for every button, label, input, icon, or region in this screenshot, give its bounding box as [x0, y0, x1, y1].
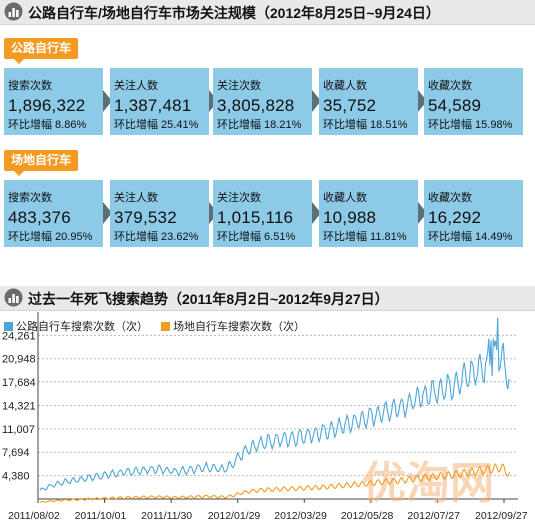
- watermark-text: 优淘网: [362, 459, 494, 508]
- y-tick-label: 11,007: [2, 424, 35, 436]
- section-title: 公路自行车/场地自行车市场关注规模（2012年8月25日~9月24日）: [28, 5, 440, 21]
- road-card-value: 3,805,828: [217, 96, 295, 115]
- x-tick-label: 2011/11/30: [141, 510, 192, 522]
- flow-arrow-icon: [103, 90, 112, 112]
- road-card-label: 关注次数: [217, 80, 261, 92]
- road-card: 关注人数 1,387,481 环比增幅 25.41%: [110, 68, 209, 135]
- track-card-value: 1,015,116: [217, 208, 294, 227]
- legend-item-road: 公路自行车搜索次数（次）: [4, 318, 148, 334]
- y-tick-label: 7,694: [2, 447, 30, 459]
- chart-title: 过去一年死飞搜索趋势（2011年8月2日~2012年9月27日）: [28, 291, 389, 307]
- flow-arrow-icon: [312, 90, 321, 112]
- track-card-label: 关注人数: [114, 192, 158, 204]
- road-card-change: 环比增幅 15.98%: [428, 119, 513, 131]
- road-card-label: 关注人数: [114, 80, 158, 92]
- road-card-change: 环比增幅 18.21%: [217, 119, 302, 131]
- road-card-label: 收藏人数: [323, 80, 367, 92]
- section-header-market: 公路自行车/场地自行车市场关注规模（2012年8月25日~9月24日）: [0, 0, 535, 25]
- legend-label-track: 场地自行车搜索次数（次）: [173, 321, 306, 333]
- track-card: 收藏人数 10,988 环比增幅 11.81%: [319, 180, 418, 247]
- track-card-value: 483,376: [8, 208, 71, 227]
- road-card: 关注次数 3,805,828 环比增幅 18.21%: [213, 68, 312, 135]
- track-card: 关注次数 1,015,116 环比增幅 6.51%: [213, 180, 312, 247]
- x-tick-label: 2011/10/01: [75, 510, 127, 522]
- road-card: 收藏人数 35,752 环比增幅 18.51%: [319, 68, 418, 135]
- track-card-change: 环比增幅 11.81%: [323, 231, 407, 243]
- y-tick-label: 17,684: [2, 377, 36, 389]
- legend-label-road: 公路自行车搜索次数（次）: [16, 321, 148, 333]
- bar-chart-icon: [4, 2, 23, 21]
- track-bike-tag: 场地自行车: [4, 150, 79, 176]
- series-line-track: [39, 463, 511, 503]
- line-chart-icon: [4, 288, 23, 307]
- road-card-label: 收藏次数: [428, 80, 472, 92]
- x-tick-label: 2012/01/29: [208, 510, 261, 522]
- track-card-value: 379,532: [114, 208, 177, 227]
- track-card: 收藏次数 16,292 环比增幅 14.49%: [424, 180, 523, 247]
- legend-swatch-road: [4, 322, 13, 331]
- track-card-value: 16,292: [428, 208, 482, 227]
- road-card: 搜索次数 1,896,322 环比增幅 8.86%: [4, 68, 103, 135]
- track-card-label: 搜索次数: [8, 192, 52, 204]
- track-card: 搜索次数 483,376 环比增幅 20.95%: [4, 180, 103, 247]
- flow-arrow-icon: [103, 202, 112, 224]
- axis-line: [37, 312, 518, 500]
- track-card-label: 收藏次数: [428, 192, 472, 204]
- track-card: 关注人数 379,532 环比增幅 23.62%: [110, 180, 209, 247]
- road-card-change: 环比增幅 18.51%: [323, 119, 408, 131]
- track-card-change: 环比增幅 14.49%: [428, 231, 513, 243]
- y-tick-label: 4,380: [2, 471, 30, 483]
- road-card-change: 环比增幅 25.41%: [114, 119, 199, 131]
- road-card-value: 54,589: [428, 96, 482, 115]
- road-card-value: 1,896,322: [8, 96, 86, 115]
- chart-legend: 公路自行车搜索次数（次） 场地自行车搜索次数（次）: [4, 318, 315, 334]
- x-tick-label: 2012/09/27: [475, 510, 528, 522]
- track-card-change: 环比增幅 6.51%: [217, 231, 296, 243]
- x-axis-ticks: 2011/08/02 2011/10/01 2011/11/30 2012/01/29…: [8, 499, 528, 522]
- flow-arrow-icon: [418, 202, 427, 224]
- road-card-value: 35,752: [323, 96, 377, 115]
- legend-item-track: 场地自行车搜索次数（次）: [161, 318, 305, 334]
- x-tick-label: 2012/05/28: [341, 510, 394, 522]
- track-card-label: 收藏人数: [323, 192, 367, 204]
- track-card-change: 环比增幅 20.95%: [8, 231, 93, 243]
- track-card-value: 10,988: [323, 208, 377, 227]
- chart-grid: [37, 312, 518, 500]
- section-header-trend: 过去一年死飞搜索趋势（2011年8月2日~2012年9月27日）: [0, 286, 535, 311]
- track-card-label: 关注次数: [217, 192, 261, 204]
- road-card-change: 环比增幅 8.86%: [8, 119, 87, 131]
- y-tick-label: 20,948: [2, 354, 36, 366]
- road-card-value: 1,387,481: [114, 96, 192, 115]
- x-tick-label: 2011/08/02: [8, 510, 60, 522]
- legend-swatch-track: [161, 322, 171, 331]
- flow-arrow-icon: [418, 90, 427, 112]
- track-card-change: 环比增幅 23.62%: [114, 231, 199, 243]
- road-card: 收藏次数 54,589 环比增幅 15.98%: [424, 68, 523, 135]
- x-tick-label: 2012/03/29: [274, 510, 327, 522]
- flow-arrow-icon: [312, 202, 321, 224]
- series-line-road: [39, 317, 511, 491]
- road-bike-tag: 公路自行车: [4, 38, 79, 64]
- x-tick-label: 2012/07/27: [407, 510, 460, 522]
- series-lines: [39, 317, 511, 503]
- y-tick-label: 14,321: [2, 400, 36, 412]
- road-card-label: 搜索次数: [8, 80, 52, 92]
